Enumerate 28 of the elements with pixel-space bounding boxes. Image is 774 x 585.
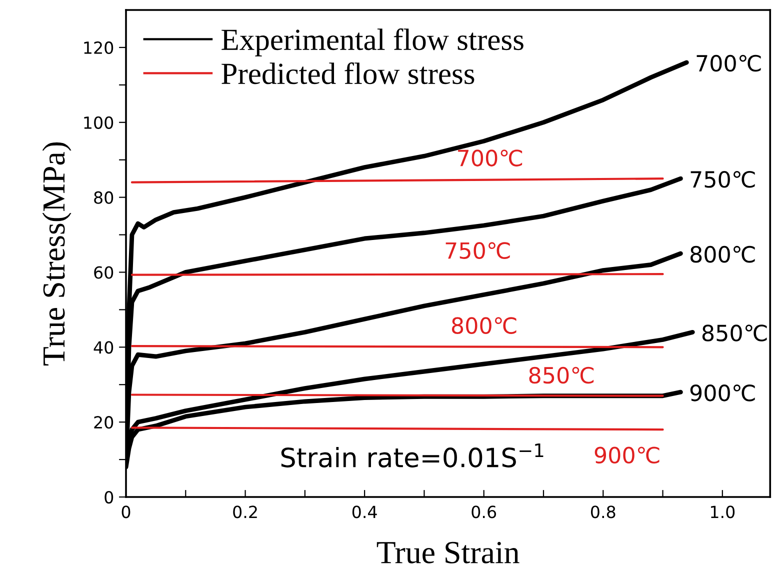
legend-label: Predicted flow stress bbox=[222, 62, 474, 84]
annotation: Strain rate=0.01S$^{−1}$ bbox=[281, 444, 544, 468]
x-tick-label: 0.6 bbox=[472, 506, 496, 518]
annotation: 850℃ bbox=[529, 366, 594, 384]
x-tick-label: 1.0 bbox=[710, 506, 735, 518]
x-axis-title: True Strain bbox=[376, 542, 520, 564]
annotation: 700℃ bbox=[458, 150, 522, 166]
y-tick-label: 60 bbox=[94, 266, 114, 279]
x-tick-label: 0.2 bbox=[233, 506, 257, 518]
annotation: 750℃ bbox=[690, 170, 755, 188]
annotation: 750℃ bbox=[446, 242, 510, 259]
annotation: 900℃ bbox=[690, 384, 755, 402]
y-tick-label: 20 bbox=[94, 416, 114, 429]
y-tick-label: 40 bbox=[94, 341, 114, 354]
annotation: 800℃ bbox=[690, 246, 755, 263]
x-tick-label: 0.8 bbox=[590, 506, 616, 518]
y-tick-label: 80 bbox=[94, 191, 114, 204]
annotation: 900℃ bbox=[594, 446, 660, 464]
y-axis-title: True Stress(MPa) bbox=[42, 142, 72, 366]
y-tick-label: 100 bbox=[84, 116, 114, 129]
annotation: 700℃ bbox=[696, 54, 761, 72]
y-tick-label: 0 bbox=[104, 490, 114, 504]
annotation: 850℃ bbox=[702, 324, 767, 342]
legend-label: Experimental flow stress bbox=[222, 28, 524, 56]
y-tick-label: 120 bbox=[84, 41, 114, 54]
annotation: 800℃ bbox=[452, 317, 516, 334]
x-tick-label: 0.4 bbox=[352, 506, 377, 518]
x-tick-label: 0 bbox=[122, 506, 130, 518]
